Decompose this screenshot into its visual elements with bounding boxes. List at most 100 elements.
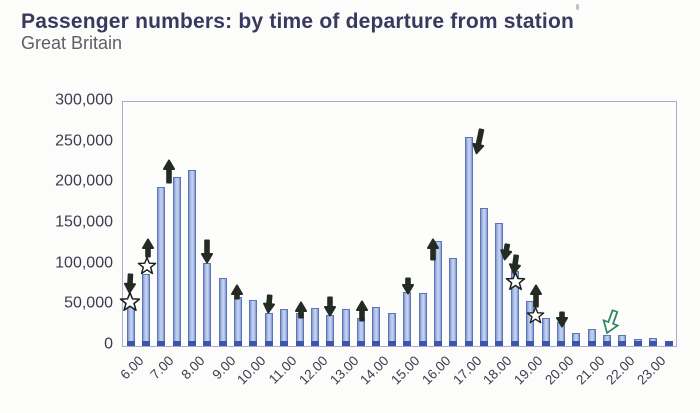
bar-base-cap bbox=[556, 341, 565, 346]
bar-7.30 bbox=[172, 177, 181, 346]
x-tick-label: 6.00 bbox=[116, 353, 147, 383]
x-tick-label: 18.00 bbox=[480, 353, 516, 388]
bar-18.00 bbox=[495, 223, 504, 346]
chart-title: Passenger numbers: by time of departure … bbox=[21, 10, 575, 33]
bar-base-cap bbox=[633, 341, 642, 346]
bar-base-cap bbox=[326, 341, 335, 346]
x-tick-label: 23.00 bbox=[634, 353, 669, 388]
bar-base-cap bbox=[249, 341, 258, 346]
annotation-arrow-down bbox=[555, 311, 569, 328]
annotation-star bbox=[119, 291, 141, 313]
bar-base-cap bbox=[372, 341, 381, 346]
bar-14.00 bbox=[372, 307, 381, 346]
annotation-arrow-down-outline bbox=[598, 307, 624, 338]
x-tick-label: 9.00 bbox=[209, 353, 239, 383]
y-tick-label: 100,000 bbox=[55, 253, 113, 271]
bar-6.30 bbox=[141, 274, 150, 346]
bar-9.00 bbox=[218, 278, 227, 346]
y-tick-label: 0 bbox=[104, 335, 113, 353]
bar-base-cap bbox=[310, 341, 319, 346]
annotation-arrow-up bbox=[162, 159, 176, 184]
x-tick-label: 7.00 bbox=[147, 353, 177, 383]
bar-base-cap bbox=[464, 341, 473, 346]
bar-20.30 bbox=[572, 333, 581, 346]
annotation-arrow-down bbox=[469, 127, 488, 156]
bar-base-cap bbox=[187, 341, 196, 346]
annotation-arrow-down bbox=[261, 293, 277, 314]
x-tick-label: 15.00 bbox=[388, 353, 423, 388]
y-tick-label: 50,000 bbox=[64, 294, 113, 312]
annotation-star bbox=[137, 256, 157, 276]
x-tick-label: 19.00 bbox=[511, 353, 546, 388]
bar-23.00 bbox=[649, 338, 658, 346]
bar-base-cap bbox=[418, 341, 427, 346]
x-tick-label: 22.00 bbox=[603, 353, 638, 388]
bar-13.00 bbox=[341, 309, 350, 346]
bar-23.30 bbox=[664, 341, 673, 346]
bar-21.00 bbox=[587, 329, 596, 346]
bar-16.30 bbox=[449, 258, 458, 346]
bar-base-cap bbox=[664, 341, 673, 346]
annotation-arrow-down bbox=[323, 296, 337, 317]
bar-21.30 bbox=[603, 335, 611, 346]
annotation-arrow-down bbox=[200, 239, 214, 264]
bar-12.00 bbox=[310, 308, 319, 346]
annotation-arrow-up bbox=[141, 238, 155, 258]
bar-16.00 bbox=[433, 241, 442, 346]
bar-9.30 bbox=[234, 297, 243, 346]
bar-19.30 bbox=[541, 318, 550, 346]
bar-10.00 bbox=[249, 300, 258, 346]
bar-15.30 bbox=[418, 293, 427, 346]
bar-base-cap bbox=[264, 341, 273, 346]
scan-speck bbox=[576, 4, 579, 10]
plot-area bbox=[122, 101, 677, 347]
bar-12.30 bbox=[326, 315, 335, 346]
bar-base-cap bbox=[480, 341, 489, 346]
x-tick-label: 20.00 bbox=[541, 353, 577, 388]
x-tick-label: 17.00 bbox=[449, 353, 485, 388]
annotation-arrow-up bbox=[294, 301, 308, 319]
bar-base-cap bbox=[572, 341, 581, 346]
bar-11.00 bbox=[280, 309, 289, 346]
annotation-arrow-down bbox=[497, 242, 514, 262]
bar-17.00 bbox=[464, 137, 473, 346]
bar-base-cap bbox=[203, 341, 212, 346]
x-tick-label: 8.00 bbox=[178, 353, 208, 383]
annotation-arrow-up bbox=[230, 284, 244, 300]
annotation-arrow-up bbox=[426, 238, 440, 261]
bar-base-cap bbox=[587, 341, 596, 346]
bar-base-cap bbox=[433, 341, 442, 346]
bar-base-cap bbox=[618, 341, 627, 346]
bar-7.00 bbox=[157, 187, 166, 346]
annotation-arrow-down bbox=[122, 273, 137, 295]
x-tick-label: 21.00 bbox=[572, 353, 608, 388]
bar-base-cap bbox=[341, 341, 350, 346]
bar-base-cap bbox=[218, 341, 227, 346]
x-tick-label: 10.00 bbox=[234, 353, 270, 388]
bar-base-cap bbox=[280, 341, 289, 346]
bar-base-cap bbox=[526, 341, 535, 346]
chart-subtitle: Great Britain bbox=[21, 33, 123, 53]
annotation-arrow-up bbox=[529, 284, 543, 308]
bar-base-cap bbox=[449, 341, 458, 346]
bar-base-cap bbox=[510, 341, 519, 346]
annotation-arrow-down bbox=[506, 253, 523, 276]
bar-8.00 bbox=[187, 170, 196, 346]
bar-19.00 bbox=[526, 301, 535, 346]
bar-base-cap bbox=[141, 341, 150, 346]
bar-13.30 bbox=[357, 318, 366, 346]
bar-base-cap bbox=[541, 341, 550, 346]
bar-15.00 bbox=[403, 292, 412, 346]
annotation-arrow-up bbox=[355, 300, 369, 322]
y-tick-label: 300,000 bbox=[55, 91, 113, 109]
bar-base-cap bbox=[495, 341, 504, 346]
bar-base-cap bbox=[387, 341, 396, 346]
annotation-star bbox=[505, 271, 526, 292]
bar-base-cap bbox=[357, 341, 366, 346]
annotation-star bbox=[526, 306, 545, 325]
bar-8.30 bbox=[203, 263, 212, 346]
bar-22.30 bbox=[633, 339, 642, 346]
y-tick-label: 250,000 bbox=[55, 131, 113, 149]
x-tick-label: 12.00 bbox=[296, 353, 331, 388]
